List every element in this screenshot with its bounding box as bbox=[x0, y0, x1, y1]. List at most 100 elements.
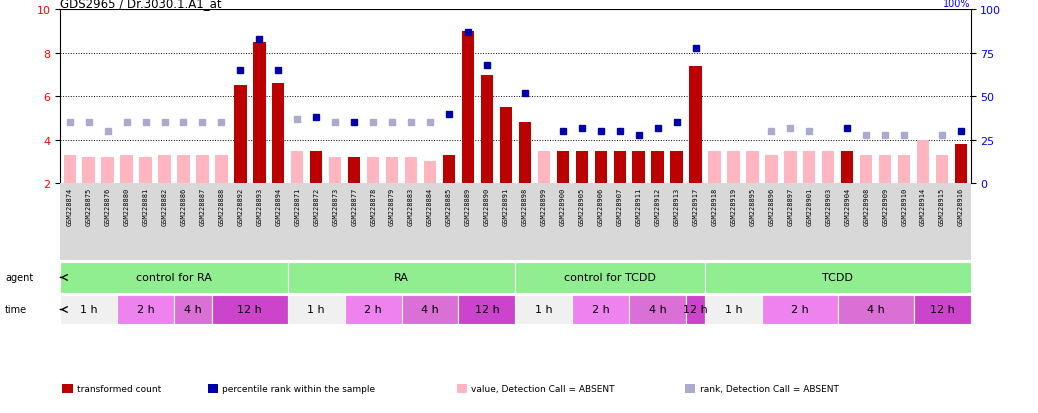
Text: GSM228911: GSM228911 bbox=[635, 188, 641, 226]
Text: percentile rank within the sample: percentile rank within the sample bbox=[222, 384, 376, 393]
Bar bbox=[329, 158, 342, 184]
Text: 1 h: 1 h bbox=[725, 305, 742, 315]
Text: GSM228873: GSM228873 bbox=[332, 188, 338, 226]
Text: 12 h: 12 h bbox=[474, 305, 499, 315]
Bar bbox=[63, 156, 76, 184]
Text: GSM228887: GSM228887 bbox=[199, 188, 206, 226]
Text: 2 h: 2 h bbox=[592, 305, 609, 315]
Text: value, Detection Call = ABSENT: value, Detection Call = ABSENT bbox=[471, 384, 614, 393]
Bar bbox=[705, 262, 971, 293]
Text: GSM228913: GSM228913 bbox=[674, 188, 680, 226]
Bar bbox=[652, 151, 663, 184]
Bar bbox=[728, 151, 740, 184]
Bar bbox=[917, 140, 929, 184]
Bar bbox=[443, 156, 455, 184]
Text: RA: RA bbox=[394, 273, 409, 283]
Bar bbox=[955, 145, 967, 184]
Text: GDS2965 / Dr.3030.1.A1_at: GDS2965 / Dr.3030.1.A1_at bbox=[60, 0, 222, 10]
Bar bbox=[177, 156, 190, 184]
Text: GSM228905: GSM228905 bbox=[579, 188, 584, 226]
Bar bbox=[632, 151, 645, 184]
Text: GSM228914: GSM228914 bbox=[920, 188, 926, 226]
Bar bbox=[386, 158, 399, 184]
Bar bbox=[595, 151, 607, 184]
Bar bbox=[689, 66, 702, 184]
Bar bbox=[459, 295, 515, 324]
Bar bbox=[345, 295, 402, 324]
Text: GSM228915: GSM228915 bbox=[939, 188, 945, 226]
Bar bbox=[936, 156, 949, 184]
Text: GSM228916: GSM228916 bbox=[958, 188, 964, 226]
Bar bbox=[705, 295, 762, 324]
Bar bbox=[879, 156, 892, 184]
Text: transformed count: transformed count bbox=[77, 384, 161, 393]
Text: GSM228884: GSM228884 bbox=[427, 188, 433, 226]
Text: GSM228895: GSM228895 bbox=[749, 188, 756, 226]
Text: 2 h: 2 h bbox=[137, 305, 155, 315]
Text: 1 h: 1 h bbox=[535, 305, 552, 315]
Text: 100%: 100% bbox=[944, 0, 971, 9]
Bar bbox=[499, 108, 512, 184]
Text: GSM228883: GSM228883 bbox=[408, 188, 414, 226]
Text: 4 h: 4 h bbox=[649, 305, 666, 315]
Text: 12 h: 12 h bbox=[930, 305, 955, 315]
Bar bbox=[367, 158, 379, 184]
Bar bbox=[519, 123, 531, 184]
Text: GSM228906: GSM228906 bbox=[598, 188, 604, 226]
Bar bbox=[288, 262, 515, 293]
Text: GSM228919: GSM228919 bbox=[731, 188, 737, 226]
Text: 2 h: 2 h bbox=[364, 305, 382, 315]
Text: GSM228889: GSM228889 bbox=[465, 188, 471, 226]
Bar bbox=[784, 151, 796, 184]
Bar bbox=[235, 86, 247, 184]
Text: GSM228899: GSM228899 bbox=[541, 188, 547, 226]
Text: time: time bbox=[5, 305, 27, 315]
Bar bbox=[841, 151, 853, 184]
Text: GSM228877: GSM228877 bbox=[351, 188, 357, 226]
Text: 4 h: 4 h bbox=[867, 305, 884, 315]
Bar bbox=[898, 156, 910, 184]
Text: GSM228918: GSM228918 bbox=[711, 188, 717, 226]
Text: 4 h: 4 h bbox=[421, 305, 439, 315]
Bar bbox=[272, 84, 284, 184]
Bar bbox=[572, 295, 629, 324]
Text: GSM228912: GSM228912 bbox=[655, 188, 660, 226]
Bar bbox=[838, 295, 913, 324]
Text: TCDD: TCDD bbox=[822, 273, 853, 283]
Text: GSM228891: GSM228891 bbox=[502, 188, 509, 226]
Bar bbox=[196, 156, 209, 184]
Text: control for TCDD: control for TCDD bbox=[565, 273, 656, 283]
Bar bbox=[629, 295, 686, 324]
Text: GSM228896: GSM228896 bbox=[768, 188, 774, 226]
Bar bbox=[686, 295, 705, 324]
Text: GSM228876: GSM228876 bbox=[105, 188, 111, 226]
Bar bbox=[746, 151, 759, 184]
Bar bbox=[215, 156, 227, 184]
Bar bbox=[462, 32, 474, 184]
Bar bbox=[291, 151, 303, 184]
Text: GSM228907: GSM228907 bbox=[617, 188, 623, 226]
Text: GSM228900: GSM228900 bbox=[559, 188, 566, 226]
Text: GSM228879: GSM228879 bbox=[389, 188, 395, 226]
Bar bbox=[424, 162, 436, 184]
Bar bbox=[253, 43, 266, 184]
Bar bbox=[516, 295, 572, 324]
Text: 4 h: 4 h bbox=[184, 305, 201, 315]
Bar bbox=[803, 151, 816, 184]
Text: GSM228885: GSM228885 bbox=[446, 188, 452, 226]
Text: GSM228871: GSM228871 bbox=[294, 188, 300, 226]
Text: GSM228872: GSM228872 bbox=[313, 188, 320, 226]
Text: GSM228893: GSM228893 bbox=[256, 188, 263, 226]
Bar bbox=[481, 75, 493, 184]
Text: GSM228894: GSM228894 bbox=[275, 188, 281, 226]
Text: GSM228901: GSM228901 bbox=[807, 188, 813, 226]
Text: GSM228917: GSM228917 bbox=[692, 188, 699, 226]
Text: GSM228882: GSM228882 bbox=[162, 188, 167, 226]
Text: GSM228908: GSM228908 bbox=[864, 188, 869, 226]
Text: GSM228890: GSM228890 bbox=[484, 188, 490, 226]
Text: agent: agent bbox=[5, 273, 33, 283]
Bar bbox=[82, 158, 94, 184]
Bar bbox=[765, 156, 777, 184]
Bar bbox=[405, 158, 417, 184]
Bar bbox=[139, 158, 152, 184]
